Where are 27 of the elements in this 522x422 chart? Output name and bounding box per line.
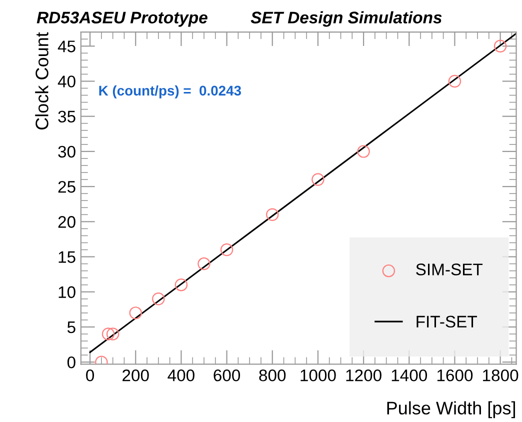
- y-tick-label: 20: [58, 216, 76, 228]
- y-tick-label: 5: [67, 322, 76, 334]
- y-tick-label: 25: [58, 180, 76, 193]
- x-tick-label: 600: [214, 369, 240, 382]
- annotation: K (count/ps) = 0.0243: [99, 85, 241, 98]
- y-tick-label: 15: [58, 251, 76, 263]
- y-axis-title: Clock Count: [35, 32, 48, 130]
- x-tick-label: 200: [122, 369, 149, 382]
- y-tick-label: 10: [58, 286, 76, 298]
- y-tick-label: 45: [58, 40, 76, 52]
- y-tick-label: 30: [58, 146, 76, 158]
- x-tick-label: 1800: [483, 369, 518, 382]
- chart-title: RD53ASEU Prototype: [36, 12, 208, 27]
- x-tick-label: 400: [168, 369, 194, 382]
- y-tick-label: 35: [58, 110, 76, 123]
- x-axis-title: Pulse Width [ps]: [387, 401, 515, 418]
- x-tick-label: 800: [259, 369, 286, 382]
- legend-label: FIT-SET: [416, 316, 477, 328]
- x-tick-label: 1000: [300, 369, 336, 382]
- x-tick-label: 1600: [437, 369, 473, 382]
- x-tick-label: 0: [86, 369, 94, 382]
- y-tick-label: 0: [67, 356, 76, 368]
- x-tick-label: 1400: [392, 369, 428, 382]
- chart-subtitle: SET Design Simulations: [250, 11, 442, 27]
- legend-label: SIM-SET: [416, 264, 483, 276]
- x-tick-label: 1200: [346, 369, 382, 382]
- y-tick-label: 40: [58, 76, 76, 88]
